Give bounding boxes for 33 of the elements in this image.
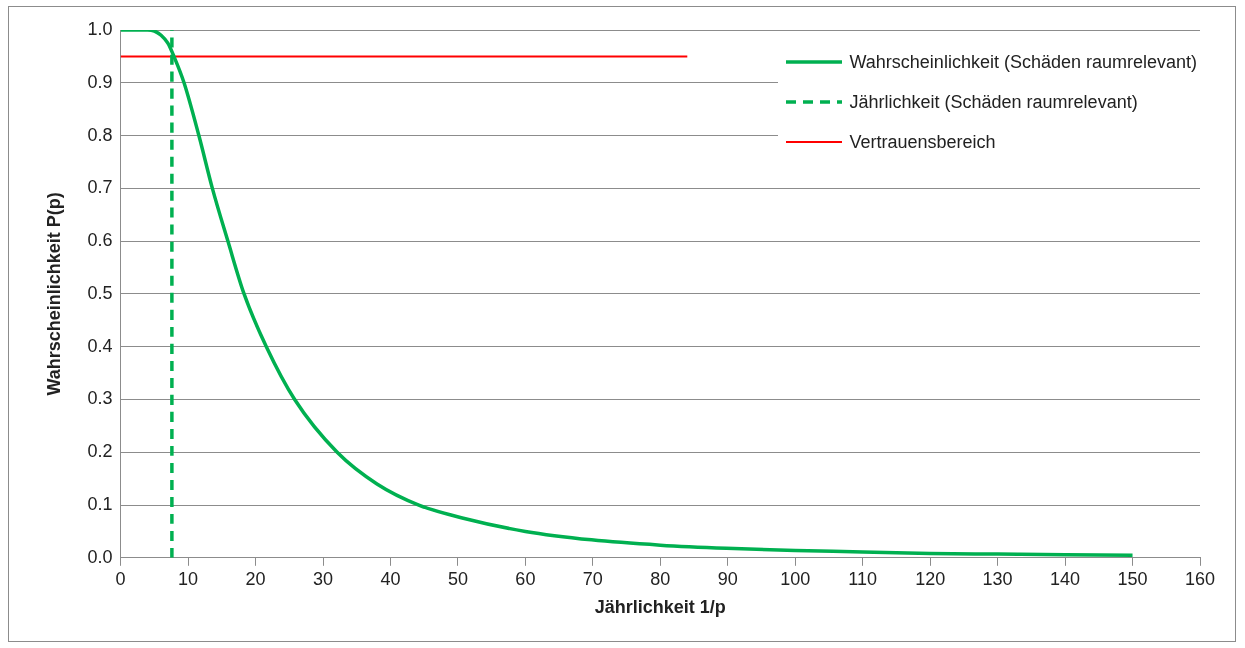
x-tick-label: 40	[380, 568, 401, 589]
x-tick-label: 80	[650, 568, 671, 589]
x-tick-label: 160	[1184, 568, 1216, 589]
y-tick-label: 0.7	[87, 177, 113, 198]
x-tick-label: 110	[848, 568, 878, 589]
x-tick-label: 150	[1117, 568, 1148, 589]
x-tick-label: 10	[178, 568, 199, 589]
x-tick-label: 60	[515, 568, 536, 589]
y-tick-label: 0.4	[87, 335, 113, 356]
y-tick-label: 0.9	[87, 71, 113, 92]
x-tick-label: 50	[447, 568, 468, 589]
y-tick-label: 0.1	[87, 493, 113, 514]
legend-label: Vertrauensbereich	[849, 131, 996, 153]
y-tick-label: 1.0	[87, 18, 113, 39]
x-tick-label: 100	[780, 568, 811, 589]
x-tick-label: 90	[717, 568, 738, 589]
y-tick-label: 0.8	[87, 124, 113, 145]
x-tick-label: 130	[982, 568, 1013, 589]
x-tick-label: 0	[115, 568, 126, 589]
x-tick-label: 20	[245, 568, 266, 589]
y-tick-label: 0.2	[87, 441, 113, 462]
legend-label: Jährlichkeit (Schäden raumrelevant)	[849, 91, 1138, 113]
y-tick-label: 0.0	[87, 546, 113, 567]
y-tick-label: 0.5	[87, 282, 113, 303]
y-tick-label: 0.3	[87, 388, 113, 409]
x-tick-label: 30	[312, 568, 334, 589]
y-axis-title: Wahrscheinlichkeit P(p)	[43, 192, 64, 396]
x-tick-label: 120	[915, 568, 946, 589]
x-tick-label: 140	[1050, 568, 1081, 589]
x-axis-title: Jährlichkeit 1/p	[594, 597, 726, 618]
x-tick-label: 70	[582, 568, 603, 589]
legend-label: Wahrscheinlichkeit (Schäden raumrelevant)	[849, 51, 1197, 73]
y-tick-label: 0.6	[87, 230, 113, 251]
